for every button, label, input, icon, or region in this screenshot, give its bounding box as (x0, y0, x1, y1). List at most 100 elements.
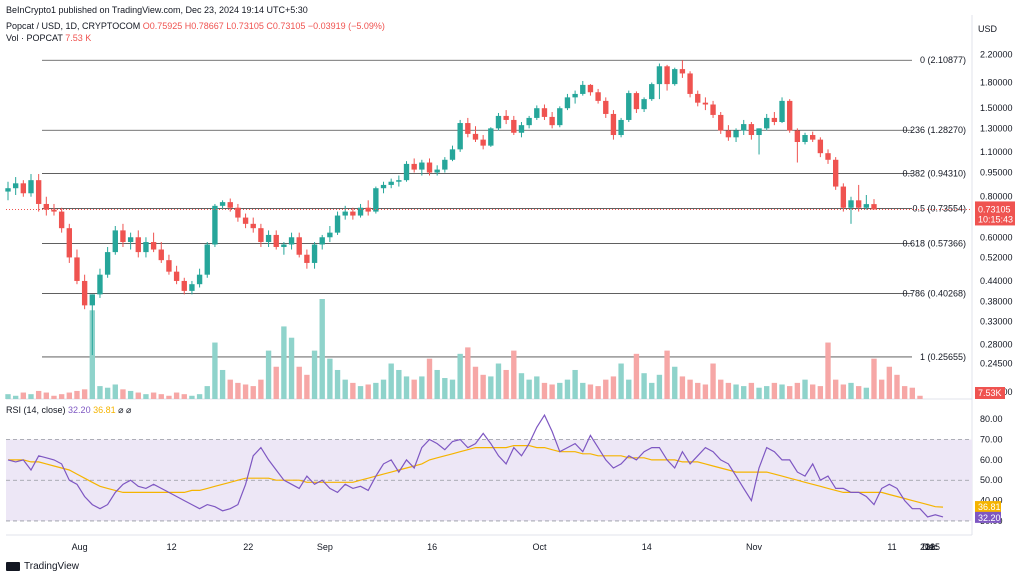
rsi-label[interactable]: RSI (14, close) (6, 405, 66, 415)
candle-body[interactable] (319, 237, 325, 245)
candle-body[interactable] (74, 257, 80, 281)
candle-body[interactable] (549, 116, 555, 126)
tradingview-logo[interactable]: TradingView (6, 561, 79, 572)
candle-body[interactable] (20, 183, 27, 194)
candle-body[interactable] (871, 204, 877, 210)
candle-body[interactable] (465, 123, 471, 134)
candle-body[interactable] (702, 102, 709, 105)
candle-body[interactable] (426, 162, 433, 173)
candle-body[interactable] (557, 108, 563, 126)
candle-body[interactable] (564, 97, 571, 109)
candle-body[interactable] (810, 135, 816, 140)
candle-body[interactable] (495, 115, 502, 129)
candle-body[interactable] (580, 84, 586, 94)
candle-body[interactable] (296, 237, 302, 255)
candle-body[interactable] (848, 200, 854, 208)
candle-body[interactable] (173, 271, 180, 281)
candle-body[interactable] (81, 280, 88, 306)
candle-body[interactable] (150, 242, 157, 250)
candle-body[interactable] (855, 200, 862, 208)
candle-body[interactable] (204, 244, 210, 275)
candle-body[interactable] (58, 211, 65, 229)
candle-body[interactable] (242, 217, 249, 224)
candle-body[interactable] (603, 100, 609, 114)
candle-body[interactable] (127, 237, 134, 243)
candle-body[interactable] (281, 244, 287, 247)
candle-body[interactable] (656, 66, 663, 85)
candle-body[interactable] (334, 215, 341, 233)
candle-body[interactable] (403, 163, 410, 181)
candle-body[interactable] (687, 73, 693, 94)
candle-body[interactable] (120, 230, 126, 243)
candle-body[interactable] (518, 125, 525, 133)
candle-body[interactable] (51, 209, 57, 212)
candle-body[interactable] (802, 135, 808, 143)
candle-body[interactable] (794, 130, 801, 143)
candle-body[interactable] (756, 128, 762, 136)
candle-body[interactable] (135, 237, 141, 253)
candle-body[interactable] (219, 202, 226, 206)
candle-body[interactable] (840, 186, 847, 208)
candle-body[interactable] (380, 184, 387, 189)
symbol-name[interactable]: Popcat / USD, 1D, CRYPTOCOM (6, 21, 141, 31)
candle-body[interactable] (733, 130, 739, 138)
currency-label[interactable]: USD (978, 24, 998, 34)
candle-body[interactable] (104, 252, 111, 275)
candle-body[interactable] (89, 294, 95, 306)
candle-body[interactable] (595, 92, 601, 101)
candle-body[interactable] (541, 108, 548, 117)
candle-body[interactable] (741, 124, 747, 131)
candle-body[interactable] (288, 237, 295, 245)
candle-body[interactable] (181, 280, 187, 291)
candle-body[interactable] (787, 100, 793, 131)
candle-body[interactable] (411, 163, 417, 170)
candle-body[interactable] (350, 211, 356, 216)
candle-body[interactable] (97, 274, 103, 295)
candle-body[interactable] (258, 228, 264, 243)
candle-body[interactable] (327, 232, 333, 238)
candle-body[interactable] (28, 180, 34, 194)
candle-body[interactable] (304, 254, 310, 263)
candle-body[interactable] (250, 223, 256, 229)
candle-body[interactable] (764, 117, 770, 129)
candle-body[interactable] (12, 183, 19, 189)
candle-body[interactable] (610, 113, 617, 136)
candle-body[interactable] (748, 124, 755, 136)
candle-body[interactable] (66, 228, 72, 258)
candle-body[interactable] (166, 260, 172, 272)
candle-body[interactable] (373, 188, 379, 212)
candle-body[interactable] (618, 119, 624, 136)
candle-body[interactable] (832, 159, 839, 187)
volume-label[interactable]: Vol · POPCAT (6, 33, 63, 43)
candle-body[interactable] (273, 234, 279, 247)
candle-body[interactable] (587, 84, 594, 93)
candle-body[interactable] (649, 84, 655, 100)
candle-body[interactable] (449, 149, 456, 160)
candle-body[interactable] (365, 207, 371, 212)
candle-body[interactable] (227, 202, 233, 208)
candle-body[interactable] (488, 128, 494, 146)
candle-body[interactable] (442, 159, 448, 170)
candle-body[interactable] (511, 119, 517, 133)
candle-body[interactable] (863, 204, 870, 208)
candle-body[interactable] (534, 108, 540, 118)
candle-body[interactable] (396, 180, 402, 182)
candle-body[interactable] (419, 162, 425, 170)
candle-body[interactable] (725, 130, 732, 138)
candle-body[interactable] (825, 153, 831, 160)
candle-body[interactable] (196, 274, 203, 285)
candle-body[interactable] (626, 93, 632, 120)
candle-body[interactable] (641, 99, 647, 110)
candle-body[interactable] (35, 180, 42, 204)
candle-body[interactable] (572, 93, 578, 98)
candle-body[interactable] (212, 205, 218, 245)
candle-body[interactable] (311, 244, 318, 263)
candle-body[interactable] (817, 139, 824, 154)
candle-body[interactable] (457, 123, 463, 150)
candle-body[interactable] (779, 100, 785, 123)
candle-body[interactable] (357, 207, 364, 216)
candle-body[interactable] (235, 207, 241, 218)
candle-body[interactable] (672, 69, 678, 85)
candle-body[interactable] (679, 69, 686, 74)
candle-body[interactable] (710, 104, 716, 115)
